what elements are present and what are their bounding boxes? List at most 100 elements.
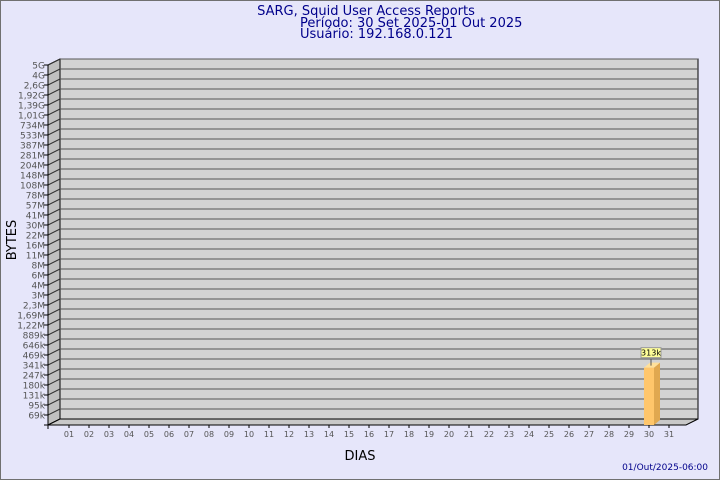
y-tick-label: 180k	[23, 382, 46, 392]
y-tick-label: 204M	[20, 162, 45, 172]
y-tick-label: 108M	[20, 182, 45, 192]
grid-depth-line	[47, 358, 61, 366]
y-tick-label: 646k	[23, 342, 46, 352]
grid-depth-line	[47, 408, 61, 416]
y-tick-label: 4G	[32, 72, 45, 82]
grid-depth-line	[47, 318, 61, 326]
y-tick-label: 69k	[28, 412, 45, 422]
x-tick-label: 23	[504, 430, 514, 439]
y-tick-label: 1,39G	[18, 102, 45, 112]
y-tick-label: 6M	[32, 272, 46, 282]
y-tick-label: 8M	[32, 262, 46, 272]
grid-depth-line	[47, 198, 61, 206]
y-tick-label: 1,69M	[17, 312, 45, 322]
y-tick-label: 247k	[23, 372, 46, 382]
y-tick-label: 41M	[26, 212, 45, 222]
y-tick-label: 4M	[32, 282, 46, 292]
x-tick-label: 20	[444, 430, 454, 439]
x-tick-label: 11	[264, 430, 274, 439]
bar	[644, 367, 654, 425]
x-tick-label: 06	[164, 430, 174, 439]
grid-depth-line	[47, 308, 61, 316]
chart-title: SARG, Squid User Access Reports	[257, 4, 475, 19]
grid-depth-line	[47, 68, 61, 76]
grid-depth-line	[47, 118, 61, 126]
x-tick-label: 03	[104, 430, 114, 439]
x-tick-label: 24	[524, 430, 534, 439]
y-tick-label: 734M	[20, 122, 45, 132]
grid-depth-line	[47, 378, 61, 386]
y-tick-label: 131k	[23, 392, 46, 402]
x-tick-label: 07	[184, 430, 194, 439]
chart-user: Usuário: 192.168.0.121	[300, 27, 453, 42]
x-tick-label: 26	[564, 430, 574, 439]
x-tick-label: 01	[64, 430, 74, 439]
grid-depth-line	[47, 218, 61, 226]
grid-depth-line	[47, 158, 61, 166]
grid-depth-line	[47, 288, 61, 296]
x-tick-label: 05	[144, 430, 154, 439]
x-tick-label: 16	[364, 430, 374, 439]
x-tick-label: 14	[324, 430, 334, 439]
grid-depth-line	[47, 338, 61, 346]
x-tick-label: 21	[464, 430, 474, 439]
grid-depth-line	[47, 238, 61, 246]
y-axis-label: BYTES	[5, 220, 20, 261]
y-tick-label: 281M	[20, 152, 45, 162]
x-tick-label: 27	[584, 430, 594, 439]
grid-depth-line	[47, 98, 61, 106]
chart-period: Período: 30 Set 2025-01 Out 2025	[300, 16, 522, 31]
grid-depth-line	[47, 298, 61, 306]
y-tick-label: 30M	[26, 222, 45, 232]
y-tick-label: 387M	[20, 142, 45, 152]
x-tick-label: 17	[384, 430, 394, 439]
grid-depth-line	[47, 108, 61, 116]
grid-depth-line	[47, 138, 61, 146]
y-tick-label: 57M	[26, 202, 45, 212]
x-tick-label: 13	[304, 430, 314, 439]
grid-depth-line	[47, 328, 61, 336]
grid-depth-line	[47, 268, 61, 276]
x-tick-label: 31	[664, 430, 674, 439]
x-tick-label: 28	[604, 430, 614, 439]
y-tick-label: 1,92G	[18, 92, 45, 102]
y-tick-label: 3M	[32, 292, 46, 302]
grid-depth-line	[47, 58, 61, 66]
y-tick-label: 11M	[26, 252, 45, 262]
y-tick-label: 2,6G	[24, 82, 45, 92]
y-tick-label: 95k	[28, 402, 45, 412]
grid-depth-line	[47, 88, 61, 96]
y-tick-label: 78M	[26, 192, 45, 202]
bar-label: 313k	[641, 349, 661, 358]
x-tick-label: 15	[344, 430, 354, 439]
y-tick-label: 469k	[23, 352, 46, 362]
y-tick-label: 2,3M	[23, 302, 45, 312]
y-tick-label: 341k	[23, 362, 46, 372]
x-tick-label: 08	[204, 430, 214, 439]
x-tick-label: 12	[284, 430, 294, 439]
bar-top	[644, 362, 660, 368]
grid-depth-line	[47, 128, 61, 136]
grid-depth-line	[47, 278, 61, 286]
floor	[47, 418, 699, 426]
x-axis-label: DIAS	[345, 449, 376, 464]
grid-depth-line	[47, 388, 61, 396]
y-tick-label: 1,22M	[17, 322, 45, 332]
grid-depth-line	[47, 228, 61, 236]
bar-side	[654, 362, 660, 425]
grid-depth-line	[47, 258, 61, 266]
x-tick-label: 18	[404, 430, 414, 439]
x-tick-label: 09	[224, 430, 234, 439]
x-tick-label: 25	[544, 430, 554, 439]
x-tick-label: 04	[124, 430, 134, 439]
x-tick-label: 22	[484, 430, 494, 439]
bar-label-box	[640, 347, 662, 359]
y-tick-label: 889k	[23, 332, 46, 342]
grid-depth-line	[47, 348, 61, 356]
x-tick-label: 02	[84, 430, 94, 439]
grid-depth-line	[47, 248, 61, 256]
grid-depth-line	[47, 368, 61, 376]
y-tick-label: 16M	[26, 242, 45, 252]
